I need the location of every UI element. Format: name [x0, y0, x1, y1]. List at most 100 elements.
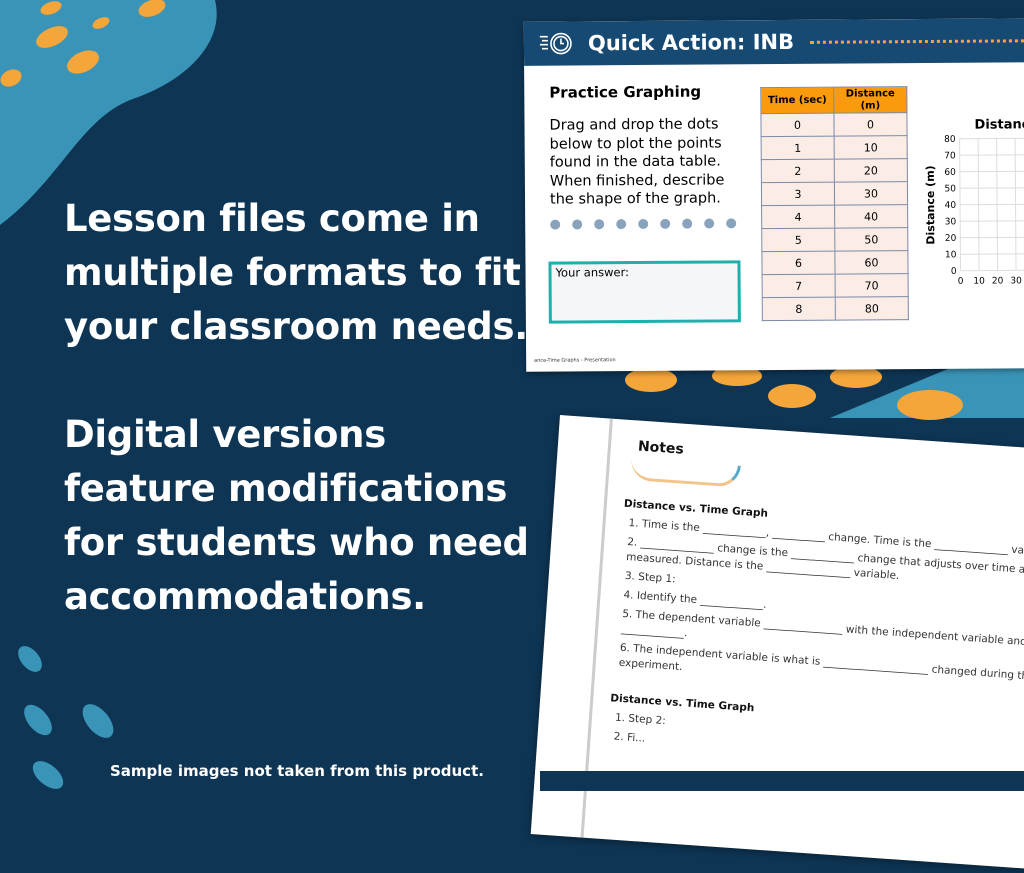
table-row: 6 60 [761, 250, 909, 275]
table-cell: 3 [761, 182, 835, 206]
slide-heading: Practice Graphing [549, 82, 702, 102]
table-cell: 0 [760, 113, 835, 137]
notes-page-preview: Notes Distance vs. Time Graph 1. Time is … [530, 415, 1024, 873]
gridline [960, 269, 1024, 272]
table-row: 3 30 [761, 181, 908, 206]
y-tick-label: 0 [951, 267, 957, 277]
y-tick-label: 70 [944, 151, 956, 161]
headline-formats: Lesson files come in multiple formats to… [64, 192, 528, 354]
table-cell: 70 [835, 273, 909, 298]
gridline [1014, 138, 1017, 271]
x-tick-label: 10 [973, 277, 985, 287]
gridline [959, 138, 962, 271]
slide-footnote: ance-Time Graphs - Presentation [534, 357, 616, 364]
table-cell: 0 [833, 112, 908, 137]
gridline [960, 220, 1024, 222]
gridline [977, 138, 980, 271]
column-header: Time (sec) [760, 87, 834, 114]
draggable-dot[interactable] [704, 218, 715, 229]
draggable-dot[interactable] [638, 218, 649, 230]
x-tick-label: 0 [958, 277, 964, 287]
gridline [959, 137, 1024, 140]
draggable-dot[interactable] [572, 219, 583, 230]
headline-line: Lesson files come in [64, 197, 480, 240]
draggable-dots [550, 218, 737, 230]
headline-line: feature modifications [64, 467, 508, 510]
gridline [996, 138, 999, 271]
decorative-dot [897, 390, 963, 420]
table-row: 7 70 [762, 273, 909, 298]
table-cell: 8 [762, 297, 836, 321]
draggable-dot[interactable] [726, 218, 737, 229]
decorative-swoosh [629, 458, 741, 488]
column-header: Distance (m) [833, 86, 907, 114]
headline-line: multiple formats to fit [64, 251, 521, 294]
headline-line: for students who need [64, 521, 529, 564]
decorative-dot [27, 755, 69, 795]
y-tick-label: 30 [945, 217, 957, 227]
decorative-dot [712, 366, 762, 386]
table-cell: 6 [761, 251, 836, 275]
table-row: 1 10 [761, 135, 908, 160]
disclaimer: Sample images not taken from this produc… [110, 762, 484, 780]
table-cell: 2 [761, 159, 835, 183]
table-cell: 4 [761, 205, 835, 229]
decorative-blob-top-left [0, 0, 217, 225]
dotted-divider [810, 38, 1024, 44]
decorative-dot [625, 368, 677, 392]
headline-line: accommodations. [64, 575, 426, 618]
draggable-dot[interactable] [682, 218, 693, 229]
gridline [960, 253, 1024, 255]
table-cell: 80 [835, 296, 909, 321]
table-row: 8 80 [762, 296, 909, 321]
stopwatch-icon [539, 32, 572, 55]
table-cell: 10 [834, 135, 908, 160]
slide-title: Quick Action: INB [587, 29, 795, 56]
x-tick-label: 20 [992, 276, 1004, 286]
chart-title: Distance [974, 117, 1024, 132]
gridline [960, 236, 1024, 239]
gridline [959, 187, 1024, 189]
table-cell: 30 [834, 181, 908, 206]
slide-header: Quick Action: INB [523, 18, 1024, 66]
table-cell: 7 [762, 274, 836, 298]
table-cell: 60 [834, 250, 909, 275]
table-cell: 1 [761, 136, 835, 160]
background-strip [540, 771, 1024, 791]
table-cell: 40 [834, 204, 908, 229]
y-tick-label: 10 [945, 250, 957, 260]
slide-preview: Quick Action: INB Practice Graphing Drag… [523, 18, 1024, 372]
answer-textbox[interactable]: Your answer: [548, 260, 741, 324]
y-tick-label: 20 [945, 234, 957, 244]
draggable-dot[interactable] [594, 219, 605, 230]
decorative-dot [18, 699, 58, 741]
decorative-dot [13, 641, 47, 677]
y-tick-label: 80 [944, 135, 956, 145]
headline-line: your classroom needs. [64, 305, 528, 348]
y-axis-label: Distance (m) [924, 165, 938, 244]
gridline [959, 170, 1024, 173]
gridline [959, 154, 1024, 156]
draggable-dot[interactable] [660, 218, 671, 229]
instructions: Drag and drop the dots below to plot the… [549, 116, 725, 208]
distance-time-chart: Distance010203040506070800102030TimeDist… [924, 117, 1024, 287]
x-tick-label: 30 [1010, 276, 1022, 286]
y-tick-label: 60 [944, 168, 956, 178]
y-tick-label: 40 [945, 201, 957, 211]
data-table: Time (sec) Distance (m) 0 0 1 10 2 20 3 30 4 40 5 50… [760, 86, 909, 321]
draggable-dot[interactable] [550, 219, 561, 230]
headline-line: Digital versions [64, 413, 386, 456]
headline-digital: Digital versions feature modifications f… [64, 408, 529, 624]
decorative-dot [76, 698, 120, 744]
gridline [960, 203, 1024, 206]
decorative-dot [830, 366, 882, 388]
table-cell: 5 [761, 228, 835, 252]
table-row: 2 20 [761, 158, 908, 183]
table-row: 4 40 [761, 204, 908, 229]
table-cell: 20 [834, 158, 908, 183]
y-tick-label: 50 [944, 184, 956, 194]
table-cell: 50 [834, 227, 908, 252]
draggable-dot[interactable] [616, 219, 627, 230]
decorative-dot [768, 384, 816, 408]
